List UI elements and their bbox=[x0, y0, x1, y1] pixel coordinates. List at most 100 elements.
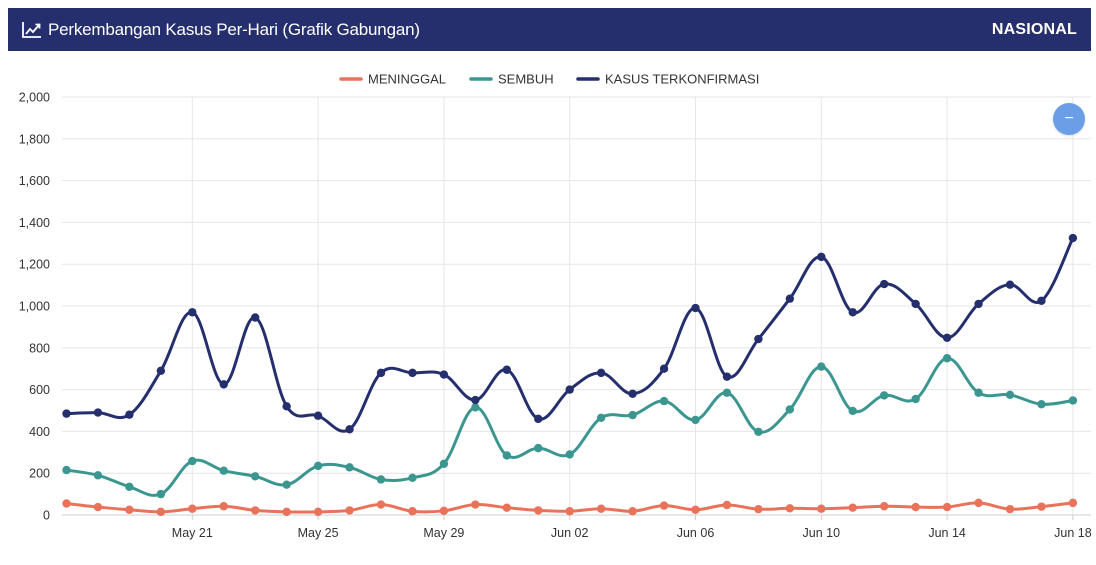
zoom-out-button[interactable]: − bbox=[1053, 103, 1085, 135]
data-point[interactable] bbox=[251, 313, 260, 322]
data-point[interactable] bbox=[911, 394, 920, 404]
data-point[interactable] bbox=[188, 504, 197, 513]
data-point[interactable] bbox=[880, 502, 889, 511]
data-point[interactable] bbox=[754, 427, 763, 437]
data-point[interactable] bbox=[1005, 504, 1015, 514]
data-point[interactable] bbox=[974, 498, 983, 508]
data-point[interactable] bbox=[313, 461, 323, 471]
data-point[interactable] bbox=[282, 480, 291, 489]
data-point[interactable] bbox=[691, 303, 700, 313]
data-point[interactable] bbox=[754, 334, 763, 344]
data-point[interactable] bbox=[502, 503, 511, 512]
data-point[interactable] bbox=[880, 279, 889, 289]
data-point[interactable] bbox=[1068, 233, 1078, 243]
data-point[interactable] bbox=[785, 504, 795, 513]
data-point[interactable] bbox=[1037, 400, 1046, 409]
data-point[interactable] bbox=[596, 413, 606, 423]
data-point[interactable] bbox=[313, 507, 323, 517]
data-point[interactable] bbox=[376, 500, 386, 509]
data-point[interactable] bbox=[974, 388, 983, 397]
data-point[interactable] bbox=[817, 504, 826, 513]
data-point[interactable] bbox=[628, 389, 637, 398]
data-point[interactable] bbox=[156, 366, 166, 375]
data-point[interactable] bbox=[219, 502, 228, 511]
data-point[interactable] bbox=[722, 372, 732, 381]
data-point[interactable] bbox=[313, 411, 323, 420]
data-point[interactable] bbox=[817, 362, 826, 371]
data-point[interactable] bbox=[439, 370, 449, 379]
data-point[interactable] bbox=[1005, 390, 1015, 400]
data-point[interactable] bbox=[219, 466, 228, 475]
data-point[interactable] bbox=[534, 443, 543, 453]
data-point[interactable] bbox=[125, 505, 134, 514]
legend-item[interactable]: KASUS TERKONFIRMASI bbox=[576, 72, 759, 87]
data-point[interactable] bbox=[439, 459, 449, 468]
data-point[interactable] bbox=[408, 473, 417, 482]
data-point[interactable] bbox=[722, 500, 732, 510]
data-point[interactable] bbox=[565, 385, 574, 394]
data-point[interactable] bbox=[722, 388, 732, 397]
data-point[interactable] bbox=[534, 414, 543, 424]
data-point[interactable] bbox=[502, 365, 511, 374]
data-point[interactable] bbox=[439, 506, 449, 516]
data-point[interactable] bbox=[376, 368, 386, 378]
data-point[interactable] bbox=[659, 364, 669, 373]
data-point[interactable] bbox=[408, 368, 417, 378]
data-point[interactable] bbox=[62, 499, 71, 508]
data-point[interactable] bbox=[848, 406, 857, 416]
data-point[interactable] bbox=[817, 252, 826, 262]
data-point[interactable] bbox=[376, 475, 386, 484]
data-point[interactable] bbox=[785, 294, 795, 303]
data-point[interactable] bbox=[880, 391, 889, 400]
data-point[interactable] bbox=[62, 409, 71, 418]
data-point[interactable] bbox=[502, 451, 511, 460]
data-point[interactable] bbox=[754, 504, 763, 514]
data-point[interactable] bbox=[62, 465, 71, 475]
data-point[interactable] bbox=[93, 471, 103, 480]
data-point[interactable] bbox=[188, 456, 197, 466]
data-point[interactable] bbox=[471, 395, 480, 405]
data-point[interactable] bbox=[345, 506, 354, 515]
data-point[interactable] bbox=[125, 410, 134, 419]
data-point[interactable] bbox=[565, 450, 574, 459]
data-point[interactable] bbox=[345, 463, 354, 472]
data-point[interactable] bbox=[188, 308, 197, 317]
data-point[interactable] bbox=[156, 489, 166, 499]
data-point[interactable] bbox=[156, 507, 166, 517]
data-point[interactable] bbox=[848, 503, 857, 512]
legend-item[interactable]: MENINGGAL bbox=[339, 72, 446, 87]
data-point[interactable] bbox=[471, 500, 480, 509]
data-point[interactable] bbox=[125, 482, 134, 491]
data-point[interactable] bbox=[565, 507, 574, 516]
data-point[interactable] bbox=[408, 507, 417, 516]
data-point[interactable] bbox=[345, 425, 354, 434]
data-point[interactable] bbox=[1068, 396, 1078, 405]
data-point[interactable] bbox=[596, 504, 606, 513]
data-point[interactable] bbox=[942, 333, 952, 342]
data-point[interactable] bbox=[942, 354, 952, 363]
data-point[interactable] bbox=[251, 506, 260, 515]
data-point[interactable] bbox=[219, 380, 228, 389]
data-point[interactable] bbox=[848, 308, 857, 317]
data-point[interactable] bbox=[974, 299, 983, 309]
data-point[interactable] bbox=[1005, 280, 1015, 289]
data-point[interactable] bbox=[1037, 296, 1046, 305]
legend[interactable]: MENINGGAL SEMBUH KASUS TERKONFIRMASI bbox=[339, 72, 759, 87]
data-point[interactable] bbox=[691, 415, 700, 425]
data-point[interactable] bbox=[282, 507, 291, 517]
data-point[interactable] bbox=[251, 472, 260, 481]
legend-item[interactable]: SEMBUH bbox=[469, 72, 554, 87]
data-point[interactable] bbox=[534, 506, 543, 515]
data-point[interactable] bbox=[785, 405, 795, 414]
data-point[interactable] bbox=[628, 507, 637, 516]
data-point[interactable] bbox=[659, 396, 669, 406]
data-point[interactable] bbox=[1068, 498, 1078, 508]
data-point[interactable] bbox=[596, 368, 606, 378]
data-point[interactable] bbox=[93, 408, 103, 417]
data-point[interactable] bbox=[1037, 502, 1046, 511]
data-point[interactable] bbox=[628, 410, 637, 420]
data-point[interactable] bbox=[911, 299, 920, 309]
data-point[interactable] bbox=[691, 505, 700, 514]
data-point[interactable] bbox=[93, 502, 103, 512]
data-point[interactable] bbox=[282, 402, 291, 411]
